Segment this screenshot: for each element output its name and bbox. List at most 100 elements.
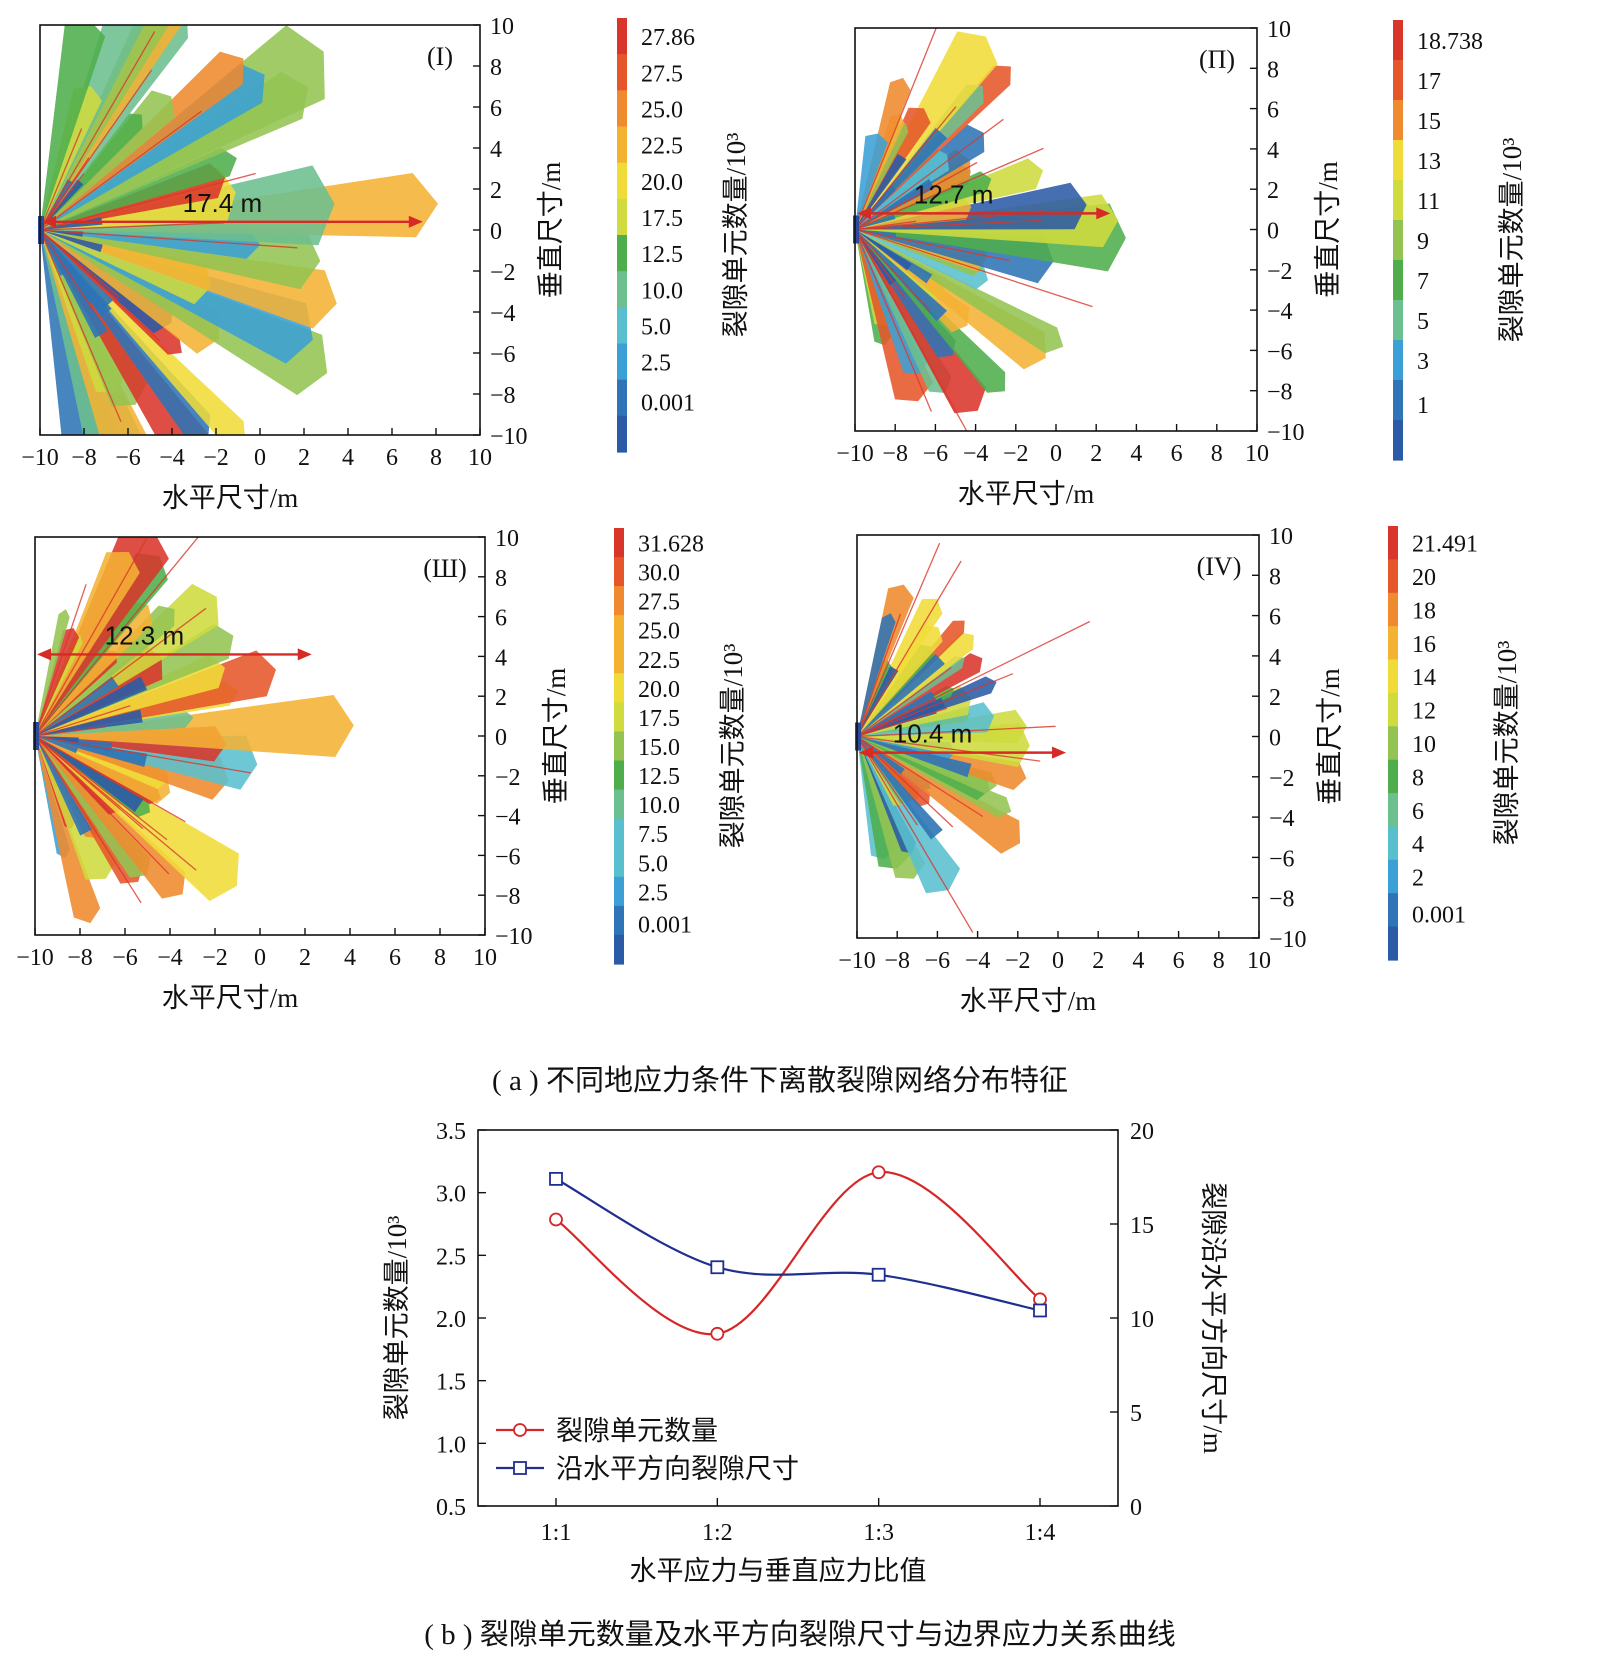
- colorbar-segment: [614, 731, 624, 762]
- x-tick-label: 10: [1247, 948, 1271, 974]
- fracture-wedge: [857, 584, 914, 737]
- y-tick-label: 8: [490, 55, 502, 81]
- colorbar-segment: [617, 90, 627, 128]
- fracture-wedge: [855, 123, 909, 230]
- x-tick-label: 2: [299, 945, 311, 971]
- y-tick-label: −6: [1269, 846, 1295, 872]
- colorbar-segment: [1388, 893, 1398, 928]
- x-tick-label: −2: [203, 445, 229, 471]
- y-tick-label: −4: [495, 805, 521, 831]
- fracture-trace: [855, 228, 1010, 262]
- colorbar-tick-label: 2.5: [641, 351, 671, 377]
- colorbar-segment: [1393, 420, 1403, 461]
- colorbar-tick-label: 15.0: [638, 735, 680, 761]
- fracture-trace: [40, 31, 156, 231]
- colorbar-segment: [614, 528, 624, 558]
- fracture-network: [35, 537, 354, 924]
- fracture-panel-4: −10 −8 −6 −4 −2 0 2 4 6 8 101086420−2−4−6−8−10水平尺寸…: [838, 524, 1522, 1016]
- y-tick-label: −10: [490, 424, 528, 450]
- fracture-wedge: [35, 736, 239, 902]
- y-tick-label: −6: [490, 342, 516, 368]
- x-tick-label: −10: [836, 441, 874, 467]
- fracture-core: [40, 230, 112, 317]
- fracture-core: [35, 676, 148, 736]
- colorbar-label: 裂隙单元数量/10³: [721, 133, 751, 338]
- fracture-trace: [35, 705, 131, 737]
- x-axis-label: 水平应力与垂直应力比值: [630, 1556, 927, 1586]
- colorbar-tick-label: 4: [1412, 832, 1424, 858]
- y-tick-label: −2: [1269, 766, 1295, 792]
- colorbar-segment: [1388, 626, 1398, 661]
- y-left-tick-label: 2.0: [436, 1307, 466, 1333]
- y-tick-label: −8: [1269, 887, 1295, 913]
- colorbar-segment: [1393, 380, 1403, 421]
- colorbar-tick-label: 2: [1412, 866, 1424, 892]
- x-axis-label: 水平尺寸/m: [162, 983, 299, 1013]
- colorbar-tick-label: 17.5: [638, 706, 680, 732]
- y-tick-label: 4: [1269, 645, 1281, 671]
- colorbar-segment: [617, 271, 627, 308]
- y-tick-label: 10: [1269, 524, 1293, 550]
- colorbar-segment: [614, 789, 624, 820]
- plot-frame: [477, 1129, 1119, 1507]
- fracture-trace: [35, 735, 186, 823]
- y-right-axis-label: 裂隙沿水平方向尺寸/m: [1198, 1182, 1228, 1454]
- y-tick-label: −8: [490, 383, 516, 409]
- x-tick-label: 2: [1092, 948, 1104, 974]
- x-tick-label: 2: [298, 445, 310, 471]
- x-tick-label: −4: [963, 441, 989, 467]
- x-tick-label: 10: [473, 945, 497, 971]
- fracture-trace: [40, 229, 120, 298]
- fracture-trace: [35, 584, 87, 737]
- fracture-trace: [855, 228, 1093, 308]
- y-axis-label: 垂直尺寸/m: [1313, 161, 1343, 298]
- size-arrow-head-left: [37, 648, 51, 661]
- y-tick-label: 2: [1267, 178, 1279, 204]
- x-tick-label: −2: [202, 945, 228, 971]
- fracture-wedge: [40, 147, 237, 230]
- fracture-wedge: [855, 229, 983, 276]
- x-tick-label: 4: [1132, 948, 1144, 974]
- x-tick-label: −6: [925, 948, 951, 974]
- x-tick-label: 0: [254, 445, 266, 471]
- fracture-wedge: [857, 736, 997, 794]
- colorbar-tick-label: 18: [1412, 598, 1436, 624]
- colorbar-segment: [614, 934, 624, 965]
- fracture-wedge: [857, 613, 896, 737]
- colorbar-segment: [614, 586, 624, 616]
- fracture-trace: [857, 707, 948, 738]
- colorbar-segment: [617, 18, 627, 55]
- fracture-wedge: [35, 736, 186, 899]
- colorbar-segment: [1388, 692, 1398, 727]
- colorbar-label: 裂隙单元数量/10³: [1497, 138, 1527, 343]
- colorbar-tick-label: 12.5: [641, 242, 683, 268]
- fracture-wedge: [35, 634, 83, 736]
- y-axis-label: 垂直尺寸/m: [536, 162, 566, 299]
- fracture-wedge: [35, 601, 153, 736]
- colorbar-tick-label: 17.5: [641, 206, 683, 232]
- colorbar-segment: [617, 162, 627, 200]
- colorbar-tick-label: 27.5: [638, 590, 680, 616]
- panel-tag: (IV): [1197, 552, 1242, 581]
- colorbar-segment: [1388, 759, 1398, 794]
- fracture-trace: [35, 735, 142, 904]
- colorbar-tick-label: 20.0: [638, 677, 680, 703]
- y-tick-label: 0: [1267, 219, 1279, 245]
- y-tick-label: 8: [1269, 564, 1281, 590]
- fracture-core: [855, 179, 935, 230]
- x-tick-label: 0: [254, 945, 266, 971]
- x-tick-label: 8: [430, 445, 442, 471]
- y-tick-label: 10: [490, 14, 514, 40]
- colorbar-segment: [1393, 100, 1403, 141]
- colorbar-segment: [1393, 260, 1403, 301]
- x-tick-label: −8: [71, 445, 97, 471]
- borehole-marker: [38, 216, 44, 244]
- x-tick-label: 8: [1213, 948, 1225, 974]
- y-tick-label: −10: [1269, 927, 1307, 953]
- size-arrow-head-left: [859, 746, 873, 759]
- x-tick-label: 10: [1245, 441, 1269, 467]
- colorbar-tick-label: 9: [1417, 229, 1429, 255]
- y-tick-label: 4: [490, 137, 502, 163]
- y-tick-label: 10: [1267, 17, 1291, 43]
